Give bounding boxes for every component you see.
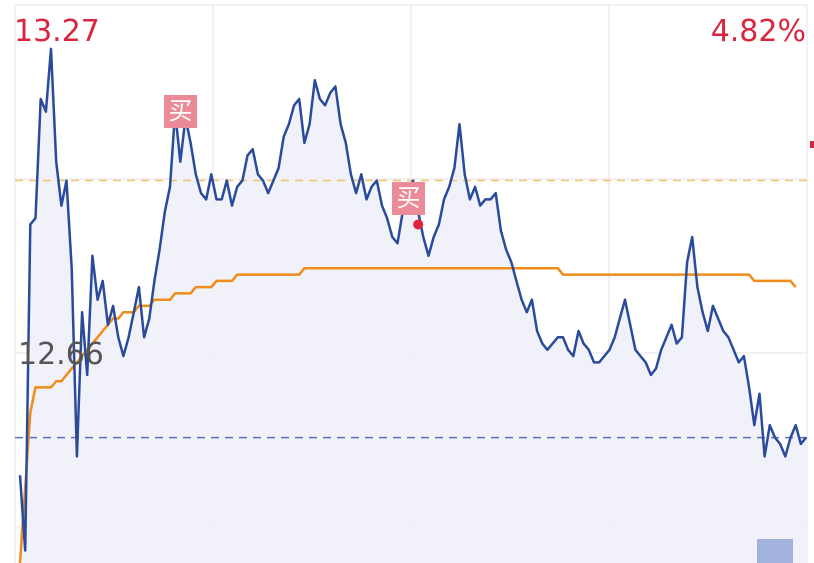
average-price-line [18, 267, 797, 563]
top-percent-label: 4.82% [710, 14, 806, 49]
buy-signal-dot[interactable] [413, 219, 424, 230]
reference-price-label: 12.66 [18, 337, 104, 372]
price-line [18, 47, 807, 552]
volume-indicator-box [757, 539, 793, 563]
price-area-fill [20, 48, 806, 563]
buy-tag[interactable]: 买 [392, 182, 425, 215]
buy-tag[interactable]: 买 [164, 95, 197, 128]
right-edge-marker [810, 141, 814, 148]
top-price-label: 13.27 [14, 14, 100, 49]
